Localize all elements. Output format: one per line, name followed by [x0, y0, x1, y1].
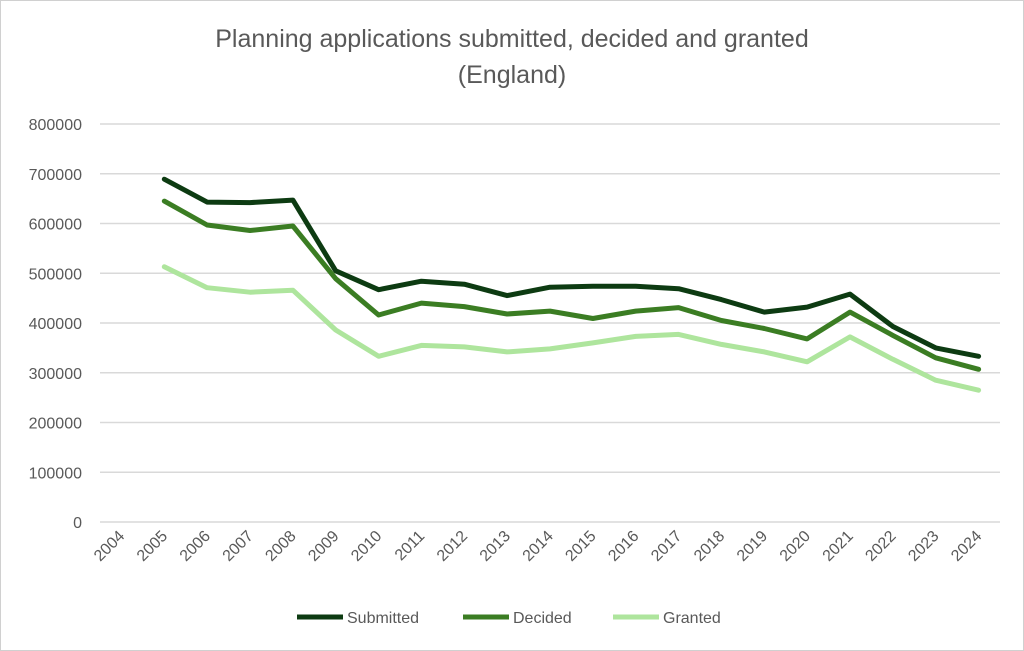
x-tick-label: 2005	[134, 528, 171, 565]
x-tick-label: 2015	[562, 528, 599, 565]
x-tick-label: 2011	[392, 528, 428, 564]
legend-item-submitted: Submitted	[297, 610, 419, 627]
series-line-granted	[161, 264, 982, 393]
x-tick-label: 2012	[434, 528, 471, 565]
x-tick-label: 2021	[820, 528, 857, 565]
y-tick-label: 800000	[29, 117, 82, 134]
x-tick-label: 2006	[177, 528, 214, 565]
x-tick-label: 2014	[520, 528, 557, 565]
y-tick-label: 700000	[29, 167, 82, 184]
x-tick-label: 2019	[734, 528, 771, 565]
series-line-decided	[161, 198, 982, 372]
x-tick-label: 2004	[91, 528, 128, 565]
y-tick-label: 500000	[29, 266, 82, 283]
y-tick-label: 300000	[29, 366, 82, 383]
x-tick-label: 2024	[948, 528, 985, 565]
y-tick-label: 100000	[29, 465, 82, 482]
x-tick-label: 2018	[691, 528, 728, 565]
x-tick-label: 2022	[862, 528, 899, 565]
y-tick-label: 400000	[29, 316, 82, 333]
x-tick-label: 2020	[777, 528, 814, 565]
x-tick-label: 2023	[905, 528, 942, 565]
y-tick-label: 600000	[29, 217, 82, 234]
series-line-submitted	[161, 176, 982, 359]
x-tick-label: 2007	[220, 528, 257, 565]
y-tick-label: 200000	[29, 416, 82, 433]
legend-item-decided: Decided	[463, 610, 572, 627]
legend-label: Granted	[663, 610, 721, 627]
x-tick-label: 2010	[348, 528, 385, 565]
legend-label: Decided	[513, 610, 572, 627]
chart-subtitle: (England)	[458, 61, 566, 89]
y-tick-label: 0	[73, 515, 82, 532]
x-tick-label: 2016	[605, 528, 642, 565]
legend-item-granted: Granted	[613, 610, 721, 627]
x-tick-label: 2017	[648, 528, 685, 565]
chart-title: Planning applications submitted, decided…	[215, 25, 808, 53]
x-tick-label: 2008	[262, 528, 299, 565]
legend-label: Submitted	[347, 610, 419, 627]
x-tick-label: 2009	[305, 528, 342, 565]
x-tick-label: 2013	[477, 528, 514, 565]
